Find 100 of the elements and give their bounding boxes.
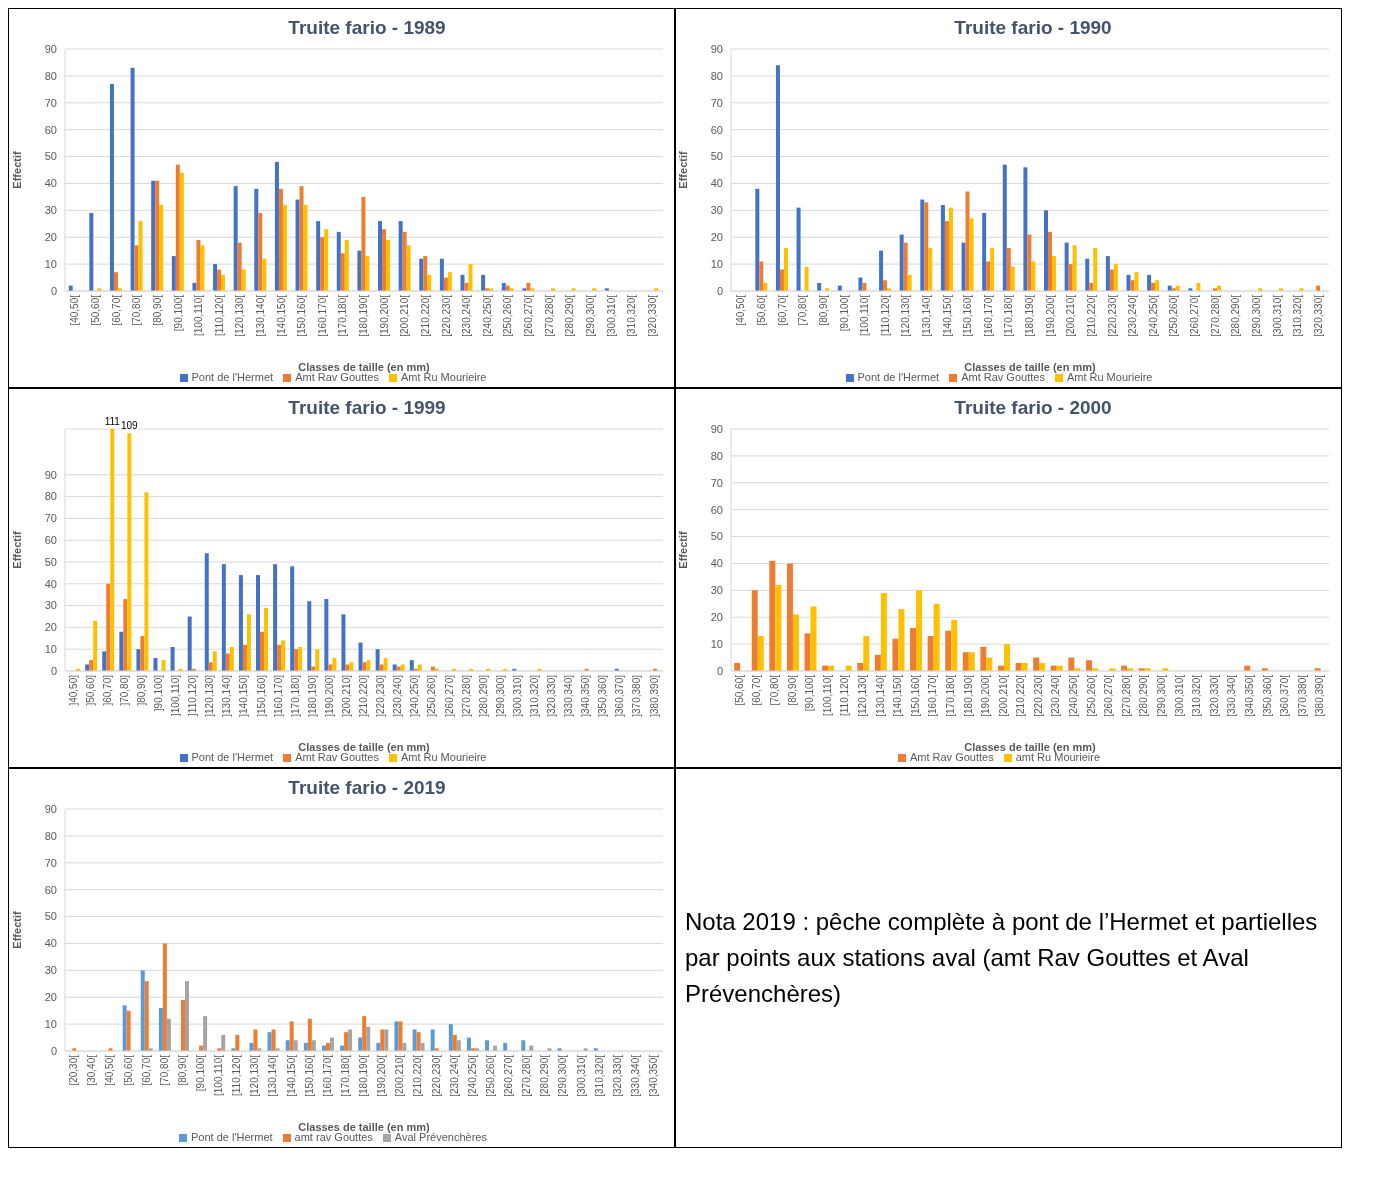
x-tick-label: [60,70[ [776,294,788,326]
y-tick-label: 70 [710,476,723,489]
bar [158,1007,163,1051]
bar [362,662,367,671]
bar [262,258,267,291]
bar [106,583,111,671]
x-tick-label: [180,190[ [1024,294,1036,337]
bar [93,620,98,671]
bar [1052,256,1057,291]
bar [221,1034,226,1051]
bar [759,261,764,291]
y-axis-title: Effectif [10,911,23,949]
bar [307,601,312,671]
x-tick-label: [240,250[ [481,294,493,337]
x-tick-label: [80,90[ [786,674,798,706]
x-tick-label: [50,60[ [733,674,745,706]
bar [951,619,958,671]
x-tick-label: [50,60[ [122,1054,134,1086]
y-tick-label: 60 [44,534,57,547]
y-tick-label: 70 [44,856,57,869]
x-tick-label: [340,350[ [1243,674,1255,717]
bar [282,204,287,291]
bar [779,269,784,291]
x-tick-label: ]110,120] [187,674,199,716]
bar [769,560,776,671]
bar [293,1040,298,1051]
legend-label: amt rav Gouttes [294,1131,373,1143]
x-tick-label: [220,230[ [1106,294,1118,337]
x-tick-label: [310,320[ [1191,674,1203,717]
data-label: 111 [104,416,121,427]
bar [384,1029,389,1051]
bar [113,272,118,291]
x-tick-label: [120,130[ [234,294,246,337]
x-tick-label: [110,120[ [231,1054,243,1096]
bar [119,631,124,671]
x-tick-label: ]310,320] [528,674,540,717]
bar [254,188,259,291]
x-tick-label: [130,140[ [874,674,886,717]
bar [344,1032,349,1051]
y-tick-label: 20 [44,231,57,244]
x-tick-label: [320,330[ [1312,294,1324,337]
y-tick-label: 30 [710,204,723,217]
y-tick-label: 10 [44,643,57,656]
bar [271,1029,276,1051]
bar [986,261,991,291]
x-tick-label: [90,100[ [195,1054,207,1092]
y-tick-label: 50 [44,150,57,163]
x-tick-label: [210,220[ [1085,294,1097,337]
y-axis-title: Effectif [10,151,23,189]
x-tick-label: ]380,390] [648,674,660,717]
bar [1147,274,1152,291]
bar [260,631,265,671]
bar [289,1021,294,1051]
x-tick-label: [240,250[ [1147,294,1159,337]
bar [151,180,156,291]
bar [1002,164,1007,291]
x-tick-label: [60,70[ [751,674,763,706]
bar [1006,247,1011,291]
bar [170,647,175,671]
bar [89,213,94,291]
x-tick-label: [240,250[ [466,1054,478,1097]
bar [109,83,114,291]
x-tick-label: [70,80[ [158,1054,170,1086]
bar [755,188,760,291]
data-label: 109 [120,420,139,432]
bar [990,247,995,291]
bar [237,242,242,291]
chart-title: Truite fario - 1989 [287,17,447,39]
x-tick-label: ]150,160] [255,674,267,717]
bar [345,664,350,671]
bar [456,1040,461,1051]
bar [221,274,226,291]
x-tick-label: [110,120[ [879,294,891,336]
chart-title: Truite fario - 1999 [288,397,446,418]
y-tick-label: 80 [44,69,57,82]
y-tick-label: 50 [710,150,723,163]
x-tick-label: [330,340[ [1226,674,1238,717]
bar [341,614,346,671]
bar [303,204,308,291]
bar [1113,264,1118,291]
x-tick-label: [150,160[ [962,294,974,337]
bar [898,609,905,671]
bar [485,1040,490,1051]
bar [982,213,987,291]
bar [1085,258,1090,291]
bar [804,266,809,291]
bar [394,1021,399,1051]
bar [521,1040,526,1051]
bar [110,429,115,671]
bar [1010,266,1015,291]
y-tick-label: 30 [44,964,57,977]
bar [883,280,888,291]
bar [166,1018,171,1051]
x-tick-label: [100,110[ [213,1054,225,1096]
x-tick-label: [290,300[ [584,294,596,337]
bar [161,660,166,671]
x-tick-label: [110,120[ [213,294,225,336]
x-tick-label: [100,110[ [821,674,833,716]
bar [910,627,917,671]
y-tick-label: 10 [44,1018,57,1031]
